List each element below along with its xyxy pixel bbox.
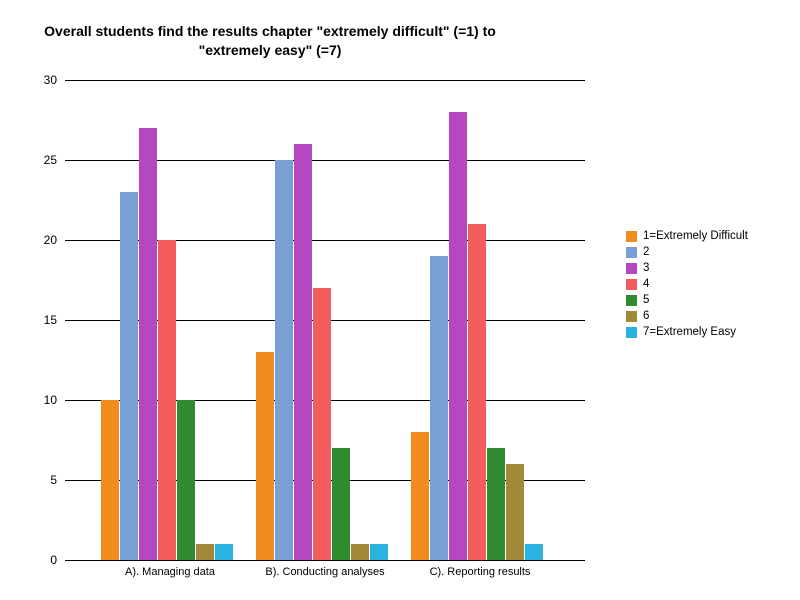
legend-item: 1=Extremely Difficult [626,230,786,242]
bar [370,544,388,560]
bar [256,352,274,560]
chart-title: Overall students find the results chapte… [40,22,500,60]
legend-label: 6 [643,310,649,322]
bar [196,544,214,560]
bar [313,288,331,560]
legend-item: 5 [626,294,786,306]
legend: 1=Extremely Difficult 2 3 4 5 6 7=Extremely Ea… [626,230,786,342]
x-tick-label: A). Managing data [125,566,215,578]
bar [430,256,448,560]
legend-swatch [626,263,637,274]
legend-label: 1=Extremely Difficult [643,230,748,242]
legend-label: 3 [643,262,649,274]
legend-label: 2 [643,246,649,258]
legend-swatch [626,247,637,258]
bar [487,448,505,560]
legend-swatch [626,327,637,338]
bar [120,192,138,560]
y-tick-label: 25 [44,153,57,167]
bar [177,400,195,560]
y-tick-label: 30 [44,73,57,87]
gridline [65,80,585,81]
legend-swatch [626,311,637,322]
legend-item: 3 [626,262,786,274]
legend-item: 7=Extremely Easy [626,326,786,338]
y-tick-label: 5 [50,473,57,487]
bar [332,448,350,560]
plot-area: 051015202530A). Managing dataB). Conduct… [65,80,585,561]
legend-item: 6 [626,310,786,322]
bar [294,144,312,560]
legend-swatch [626,295,637,306]
bar [411,432,429,560]
bar [525,544,543,560]
legend-item: 4 [626,278,786,290]
bar [449,112,467,560]
chart-container: Overall students find the results chapte… [0,0,800,600]
bar [139,128,157,560]
bar [468,224,486,560]
legend-label: 5 [643,294,649,306]
bar [215,544,233,560]
bar [158,240,176,560]
x-tick-label: C). Reporting results [430,566,531,578]
legend-item: 2 [626,246,786,258]
legend-swatch [626,231,637,242]
y-tick-label: 20 [44,233,57,247]
legend-label: 4 [643,278,649,290]
y-tick-label: 10 [44,393,57,407]
legend-label: 7=Extremely Easy [643,326,736,338]
bar [275,160,293,560]
y-tick-label: 15 [44,313,57,327]
x-tick-label: B). Conducting analyses [265,566,384,578]
bar [506,464,524,560]
bar [351,544,369,560]
legend-swatch [626,279,637,290]
y-tick-label: 0 [50,553,57,567]
bar [101,400,119,560]
